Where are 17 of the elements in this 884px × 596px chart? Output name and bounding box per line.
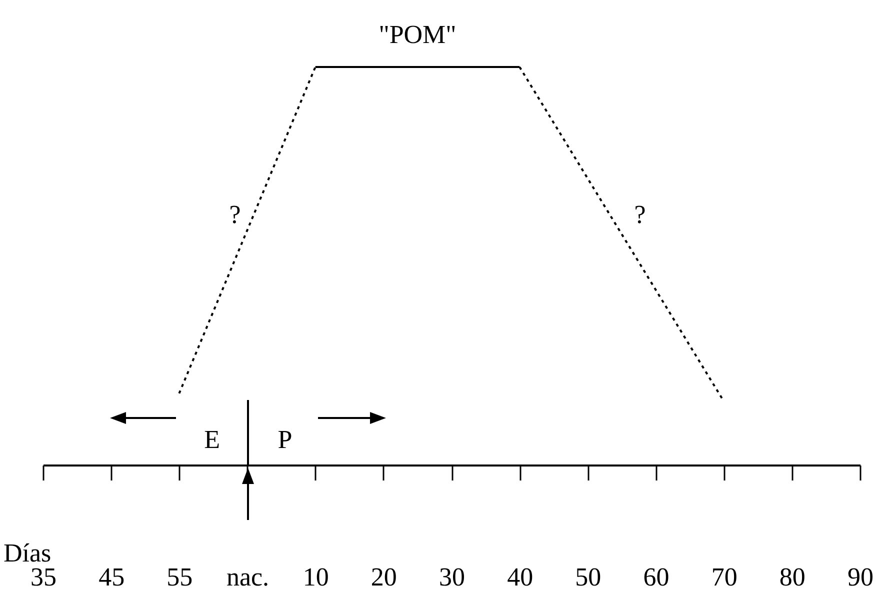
x-tick-label: 55 <box>166 562 193 592</box>
x-tick-label: 20 <box>370 562 397 592</box>
x-tick-label: 40 <box>507 562 534 592</box>
x-tick-label: 50 <box>575 562 602 592</box>
x-tick-label: 90 <box>848 562 874 592</box>
x-tick-label: 70 <box>711 562 738 592</box>
x-tick-label: nac. <box>226 562 270 592</box>
annotation: ? <box>229 200 241 229</box>
annotation: E <box>204 425 220 454</box>
x-tick-label: 30 <box>439 562 465 592</box>
x-tick-label: 60 <box>643 562 670 592</box>
x-tick-label: 45 <box>98 562 125 592</box>
annotation: ? <box>634 200 646 229</box>
annotation: P <box>278 425 292 454</box>
x-tick-label: 10 <box>302 562 329 592</box>
x-tick-label: 80 <box>779 562 806 592</box>
chart-title: "POM" <box>378 20 456 49</box>
